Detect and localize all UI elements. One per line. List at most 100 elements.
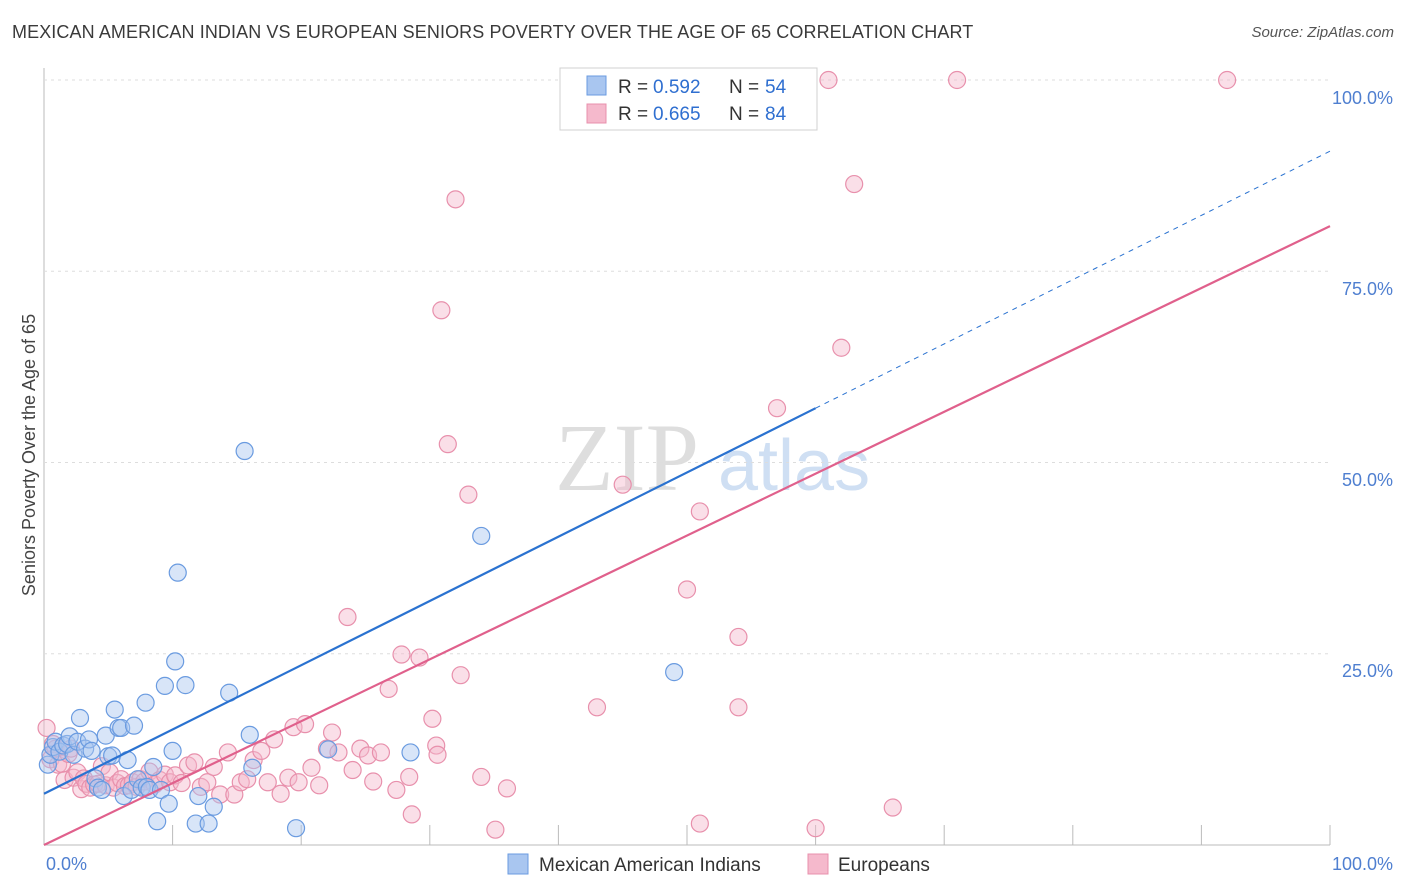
europeans-point-95 [845,174,864,194]
europeans-point-76 [438,435,457,454]
mexican-american-indians-point-16 [92,780,111,800]
y-axis-label: Seniors Poverty Over the Age of 65 [19,314,39,596]
watermark-zip: ZIP [555,404,699,511]
europeans-point-37 [185,753,204,772]
europeans-point-90 [729,698,748,717]
europeans-point-72 [423,709,442,728]
legend-n-label-pink: N = [729,104,759,125]
europeans-point-75 [432,301,451,320]
europeans-point-89 [729,627,748,647]
europeans-point-78 [451,666,470,685]
europeans-point-65 [371,743,391,762]
mexican-american-indians-point-53 [665,663,684,682]
mexican-american-indians-point-36 [159,794,178,813]
europeans-point-70 [402,805,421,824]
europeans-point-69 [400,767,419,787]
europeans-point-86 [677,580,697,599]
correlation-legend: R = 0.592 N = 54 R = 0.665 N = 84 [559,67,818,131]
mexican-american-indians-point-47 [240,725,259,744]
europeans-point-56 [310,776,329,795]
legend-n-label-blue: N = [729,77,759,98]
mexican-american-indians-point-46 [235,441,254,461]
mexican-american-indians-point-37 [163,741,182,761]
y-tick-label-50: 50.0% [1342,470,1393,490]
europeans-point-83 [587,698,607,717]
europeans-point-82 [497,779,517,798]
mexican-american-indians-point-49 [286,819,306,838]
trend-extension-mexican-american-indians [815,150,1331,409]
mexican-american-indians-point-40 [176,676,195,695]
europeans-point-48 [258,773,277,792]
europeans-point-46 [244,750,263,770]
europeans-point-47 [252,741,271,761]
europeans-point-67 [387,780,406,800]
mexican-american-indians-point-26 [124,716,144,735]
legend-r-value-pink: 0.665 [653,104,701,125]
trend-lines [43,150,1331,846]
europeans-point-0 [37,718,56,738]
legend-swatch-blue [586,75,607,96]
legend-n-value-pink: 84 [765,104,787,125]
y-tick-labels: 100.0% 75.0% 50.0% 25.0% [1332,88,1393,681]
europeans-point-87 [690,502,709,521]
europeans-point-81 [486,820,505,839]
trend-line-mexican-american-indians [43,407,817,795]
x-tick-label-0: 0.0% [46,854,87,874]
mexican-american-indians-point-44 [204,797,223,816]
bottom-legend-label-blue: Mexican American Indians [539,855,761,876]
europeans-point-50 [271,784,290,803]
europeans-point-60 [338,607,357,627]
bottom-legend-swatch-pink [807,853,829,875]
europeans-point-64 [364,772,383,791]
europeans-point-57 [317,739,337,758]
mexican-american-indians-point-9 [68,732,87,751]
europeans-point-93 [819,70,838,90]
mexican-american-indians-point-39 [168,563,187,582]
mexican-american-indians-point-48 [243,758,262,777]
trend-line-europeans [43,225,1331,846]
mexican-american-indians-point-50 [319,740,338,759]
y-tick-label-25: 25.0% [1342,661,1393,681]
mexican-american-indians-point-52 [472,526,491,546]
europeans-point-98 [1218,70,1237,90]
europeans-point-96 [883,798,902,817]
mexican-american-indians-point-33 [148,812,167,831]
europeans-point-55 [302,758,321,777]
europeans-point-39 [198,773,217,792]
x-ticks [172,825,1331,845]
series-europeans [37,70,1237,839]
legend-n-value-blue: 54 [765,77,787,98]
europeans-point-91 [767,399,787,418]
mexican-american-indians-point-35 [155,676,174,695]
legend-swatch-pink [586,103,607,124]
mexican-american-indians-point-20 [105,700,124,719]
europeans-point-88 [690,814,709,833]
bottom-legend-swatch-blue [507,853,529,875]
mexican-american-indians-point-42 [189,786,208,806]
y-tick-label-100: 100.0% [1332,88,1393,108]
mexican-american-indians-point-13 [82,741,101,761]
europeans-point-73 [427,736,446,755]
mexican-american-indians-point-43 [199,814,218,833]
legend-r-value-blue: 0.592 [653,77,701,98]
mexican-american-indians-point-29 [136,693,155,712]
legend-r-label-blue: R = [618,77,648,98]
europeans-point-84 [613,475,632,494]
europeans-point-80 [472,767,491,787]
europeans-point-45 [238,770,257,789]
mexican-american-indians-point-32 [144,757,163,777]
watermark-atlas: atlas [718,426,870,506]
europeans-point-74 [428,745,447,764]
europeans-point-59 [329,743,348,762]
mexican-american-indians-point-51 [401,743,420,762]
x-tick-label-100: 100.0% [1332,854,1393,874]
series-legend: Mexican American Indians Europeans [507,853,930,876]
chart-title: MEXICAN AMERICAN INDIAN VS EUROPEAN SENI… [12,22,974,42]
gridlines [44,79,1330,655]
europeans-point-94 [832,338,851,357]
legend-r-label-pink: R = [618,104,648,125]
europeans-point-92 [806,819,825,838]
europeans-point-51 [279,768,298,787]
europeans-point-58 [322,723,342,742]
